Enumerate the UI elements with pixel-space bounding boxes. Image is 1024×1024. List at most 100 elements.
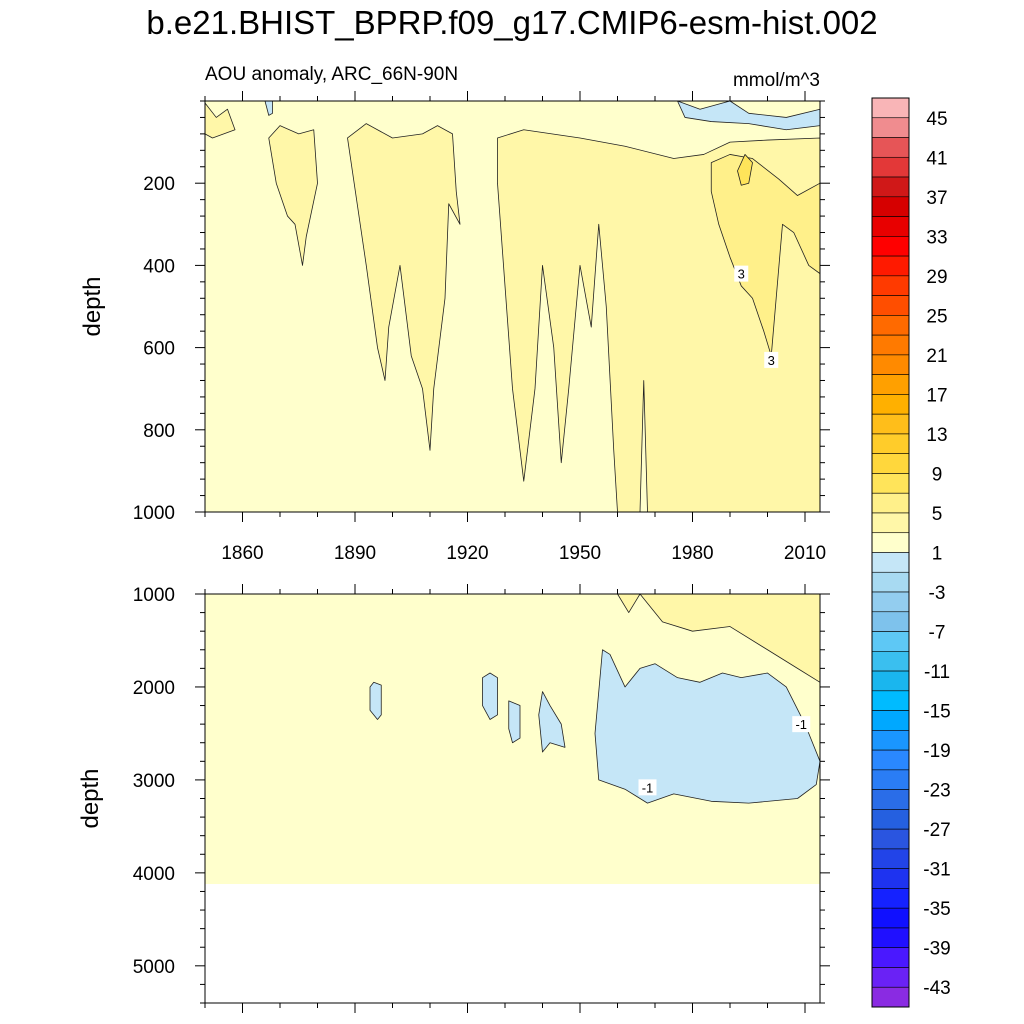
colorbar-box-3 — [871, 156, 910, 178]
colorbar-box-38 — [871, 848, 910, 869]
colorbar-box-15 — [871, 394, 910, 415]
colorbar-box-11 — [871, 315, 910, 336]
upper-contour-label-text-1: 3 — [768, 353, 775, 368]
colorbar-box-31 — [871, 710, 910, 731]
upper-ytick-label-0: 200 — [143, 174, 175, 195]
colorbar-box-13 — [871, 354, 910, 375]
lower-ytick-label-0: 1000 — [133, 585, 175, 606]
upper-feature-2 — [347, 123, 461, 451]
upper-feature-5 — [737, 154, 753, 186]
colorbar-label-15: -15 — [923, 702, 950, 723]
xtick-label-3: 1950 — [559, 543, 601, 564]
colorbar-box-8 — [871, 255, 910, 277]
colorbar-box-26 — [871, 611, 910, 632]
lower-ytick-label-3: 4000 — [133, 864, 175, 885]
lower-contour-label-text-1: -1 — [642, 780, 654, 795]
lower-contour-label-bg-0 — [792, 716, 811, 733]
colorbar-box-2 — [871, 137, 910, 158]
colorbar-label-19: -31 — [923, 860, 950, 881]
upper-ytick-label-3: 800 — [143, 421, 175, 442]
colorbar-box-39 — [871, 868, 910, 889]
upper-contour-label-bg-1 — [764, 351, 779, 368]
upper-contour-label-1: 3 — [764, 351, 779, 368]
xtick-label-0: 1860 — [221, 543, 263, 564]
colorbar-box-36 — [871, 809, 910, 830]
upper-panel-frame — [204, 100, 821, 513]
colorbar-box-35 — [871, 789, 910, 810]
colorbar-box-0 — [871, 97, 910, 119]
colorbar-box-37 — [871, 828, 910, 850]
colorbar-box-29 — [871, 670, 910, 692]
colorbar-box-44 — [871, 967, 910, 988]
colorbar-label-11: 1 — [932, 544, 943, 565]
colorbar-box-12 — [871, 334, 910, 356]
lower-ytick-label-2: 3000 — [133, 771, 175, 792]
colorbar-box-1 — [871, 117, 910, 138]
lower-contour-label-0: -1 — [792, 716, 811, 733]
colorbar-label-16: -19 — [923, 741, 950, 762]
lower-contour-label-text-0: -1 — [795, 717, 807, 732]
colorbar-label-3: 33 — [926, 227, 947, 248]
lower-contour-label-bg-1 — [638, 779, 657, 796]
colorbar-box-43 — [871, 947, 910, 968]
colorbar-frame — [871, 97, 910, 1008]
xtick-label-1: 1890 — [334, 543, 376, 564]
colorbar-box-9 — [871, 275, 910, 296]
colorbar-box-17 — [871, 433, 910, 454]
upper-ytick-label-1: 400 — [143, 256, 175, 277]
subtitle-left: AOU anomaly, ARC_66N-90N — [205, 64, 458, 85]
upper-feature-1 — [268, 125, 318, 266]
colorbar-box-30 — [871, 690, 910, 711]
lower-ytick-label-4: 5000 — [133, 957, 175, 978]
colorbar-box-34 — [871, 769, 910, 790]
upper-feature-4 — [710, 154, 821, 357]
lower-ylabel: depth — [77, 768, 104, 828]
colorbar-box-4 — [871, 176, 910, 198]
xtick-label-5: 2010 — [784, 543, 826, 564]
xtick-label-2: 1920 — [446, 543, 488, 564]
colorbar-label-7: 17 — [926, 385, 947, 406]
colorbar-box-6 — [871, 216, 910, 237]
upper-contour-label-text-0: 3 — [738, 267, 745, 282]
colorbar-box-24 — [871, 571, 910, 593]
upper-contour-label-0: 3 — [734, 265, 749, 282]
colorbar-label-13: -7 — [929, 623, 946, 644]
colorbar-label-12: -3 — [929, 583, 946, 604]
lower-feature-4 — [538, 691, 566, 753]
colorbar-box-7 — [871, 236, 910, 257]
upper-ylabel: depth — [79, 276, 106, 336]
colorbar-label-17: -23 — [923, 781, 950, 802]
upper-contour-label-bg-0 — [734, 265, 749, 282]
colorbar-label-21: -39 — [923, 939, 950, 960]
colorbar-label-22: -43 — [923, 978, 950, 999]
colorbar-label-9: 9 — [932, 464, 943, 485]
colorbar-box-14 — [871, 374, 910, 395]
lower-feature-3 — [508, 700, 521, 744]
colorbar-box-33 — [871, 749, 910, 771]
colorbar-label-20: -35 — [923, 899, 950, 920]
lower-contour-label-1: -1 — [638, 779, 657, 796]
colorbar-box-5 — [871, 196, 910, 217]
upper-ytick-label-4: 1000 — [133, 503, 175, 524]
colorbar-label-10: 5 — [932, 504, 943, 525]
colorbar-box-18 — [871, 453, 910, 474]
colorbar-label-5: 25 — [926, 306, 947, 327]
colorbar-box-21 — [871, 512, 910, 534]
colorbar-box-16 — [871, 413, 910, 435]
colorbar-box-23 — [871, 552, 910, 573]
lower-ytick-label-1: 2000 — [133, 678, 175, 699]
colorbar-box-41 — [871, 907, 910, 929]
colorbar-box-42 — [871, 927, 910, 949]
colorbar-label-18: -27 — [923, 820, 950, 841]
colorbar-box-25 — [871, 591, 910, 613]
colorbar-box-10 — [871, 295, 910, 316]
colorbar-box-32 — [871, 730, 910, 751]
colorbar-box-20 — [871, 492, 910, 514]
colorbar-label-4: 29 — [926, 267, 947, 288]
lower-feature-2 — [482, 672, 498, 720]
colorbar-box-40 — [871, 888, 910, 909]
colorbar-label-8: 13 — [926, 425, 947, 446]
colorbar-label-1: 41 — [926, 148, 947, 169]
colorbar-box-28 — [871, 651, 910, 672]
